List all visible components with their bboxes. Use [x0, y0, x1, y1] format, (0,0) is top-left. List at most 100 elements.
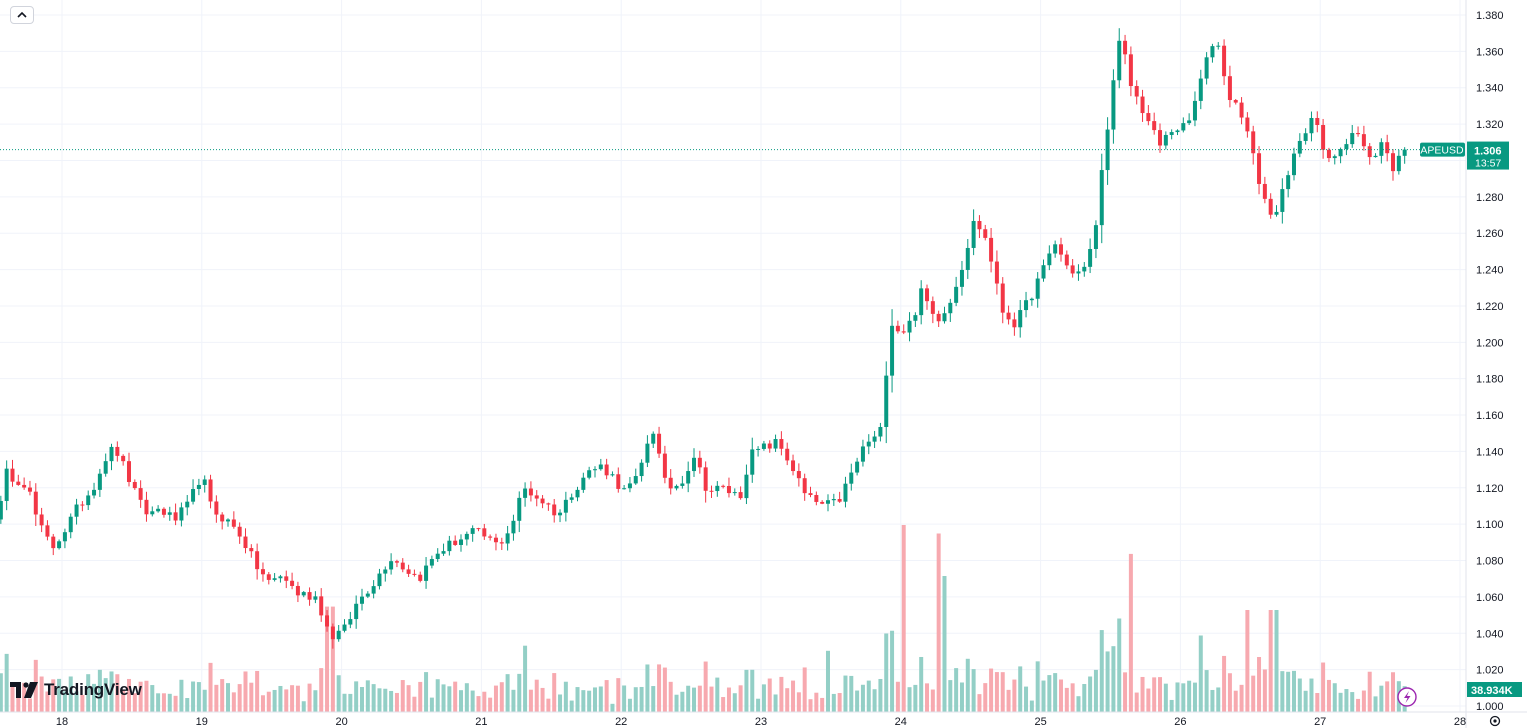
candle[interactable] [1257, 146, 1262, 195]
candle[interactable] [1128, 46, 1133, 97]
candle[interactable] [499, 537, 504, 551]
candle[interactable] [563, 491, 568, 522]
candle[interactable] [80, 501, 85, 512]
candle[interactable] [377, 568, 382, 590]
candle[interactable] [1099, 153, 1104, 244]
candle[interactable] [1233, 98, 1238, 105]
candle[interactable] [558, 509, 563, 523]
candle[interactable] [802, 473, 807, 501]
collapse-button[interactable] [10, 6, 34, 24]
candle[interactable] [179, 502, 184, 527]
candle[interactable] [901, 324, 906, 335]
candle[interactable] [959, 260, 964, 296]
candle[interactable] [767, 440, 772, 453]
candle[interactable] [814, 491, 819, 506]
candle[interactable] [1361, 125, 1366, 151]
candle[interactable] [825, 494, 830, 512]
candle[interactable] [319, 588, 324, 622]
candle[interactable] [773, 434, 778, 452]
candle[interactable] [255, 543, 260, 580]
candle[interactable] [173, 503, 178, 526]
candle[interactable] [744, 464, 749, 505]
candle[interactable] [639, 459, 644, 482]
candle[interactable] [1379, 138, 1384, 164]
candle[interactable] [1373, 153, 1378, 158]
candle[interactable] [266, 572, 271, 585]
candle[interactable] [1332, 154, 1337, 165]
candle[interactable] [1274, 205, 1279, 217]
candle[interactable] [651, 431, 656, 448]
candle[interactable] [435, 548, 440, 562]
candle[interactable] [1198, 69, 1203, 110]
candle[interactable] [872, 430, 877, 449]
candle[interactable] [575, 486, 580, 502]
candle[interactable] [1321, 118, 1326, 159]
candle[interactable] [307, 587, 312, 606]
candle[interactable] [1309, 111, 1314, 142]
candle[interactable] [1082, 262, 1087, 277]
candle[interactable] [843, 476, 848, 508]
candle[interactable] [45, 520, 50, 541]
candle[interactable] [284, 570, 289, 589]
candle[interactable] [1169, 129, 1174, 140]
candle[interactable] [1291, 147, 1296, 181]
candle[interactable] [1192, 91, 1197, 127]
candle[interactable] [1053, 240, 1058, 258]
candle[interactable] [913, 312, 918, 327]
candle[interactable] [1315, 111, 1320, 133]
candle[interactable] [680, 475, 685, 489]
candle[interactable] [657, 426, 662, 458]
candle[interactable] [1350, 124, 1355, 148]
candle[interactable] [418, 571, 423, 583]
candle[interactable] [424, 557, 429, 589]
candle[interactable] [51, 533, 56, 556]
candle[interactable] [1105, 117, 1110, 185]
candle[interactable] [820, 500, 825, 505]
candle[interactable] [138, 480, 143, 508]
candle[interactable] [488, 534, 493, 541]
candle[interactable] [1000, 277, 1005, 324]
candle[interactable] [1245, 112, 1250, 138]
lightning-button[interactable] [1397, 687, 1417, 707]
candle[interactable] [942, 306, 947, 324]
candle[interactable] [459, 534, 464, 552]
candle[interactable] [546, 502, 551, 511]
candle[interactable] [103, 453, 108, 477]
candle[interactable] [587, 466, 592, 480]
candle[interactable] [1210, 43, 1215, 63]
candle[interactable] [243, 528, 248, 554]
candle[interactable] [721, 484, 726, 489]
candle[interactable] [74, 498, 79, 525]
candle[interactable] [144, 491, 149, 522]
candle[interactable] [1117, 28, 1122, 89]
candle[interactable] [674, 484, 679, 491]
candle[interactable] [860, 439, 865, 467]
candle[interactable] [1297, 133, 1302, 158]
candle[interactable] [505, 525, 510, 551]
candle[interactable] [86, 490, 91, 511]
time-axis[interactable]: 18 19 20 21 22 23 24 25 26 27 28 [0, 711, 1527, 728]
candle[interactable] [1163, 131, 1168, 150]
price-axis[interactable]: 1.000 1.020 1.040 1.060 1.080 1.100 1.120 1.140… [1465, 0, 1504, 728]
candle[interactable] [983, 224, 988, 241]
candle[interactable] [756, 446, 761, 457]
candle[interactable] [1356, 126, 1361, 137]
candle[interactable] [732, 488, 737, 496]
candle[interactable] [610, 471, 615, 477]
candle[interactable] [39, 507, 44, 533]
candle[interactable] [604, 458, 609, 480]
candle[interactable] [709, 485, 714, 498]
candle[interactable] [1012, 312, 1017, 336]
candle[interactable] [272, 573, 277, 582]
candle[interactable] [517, 491, 522, 533]
candle[interactable] [231, 511, 236, 529]
candle[interactable] [1239, 97, 1244, 125]
candle[interactable] [686, 461, 691, 493]
candle[interactable] [1396, 149, 1401, 175]
candle[interactable] [1385, 134, 1390, 162]
candle[interactable] [202, 475, 207, 493]
candle[interactable] [1227, 65, 1232, 108]
candle[interactable] [150, 506, 155, 517]
candle[interactable] [115, 441, 120, 462]
candle[interactable] [16, 474, 21, 486]
